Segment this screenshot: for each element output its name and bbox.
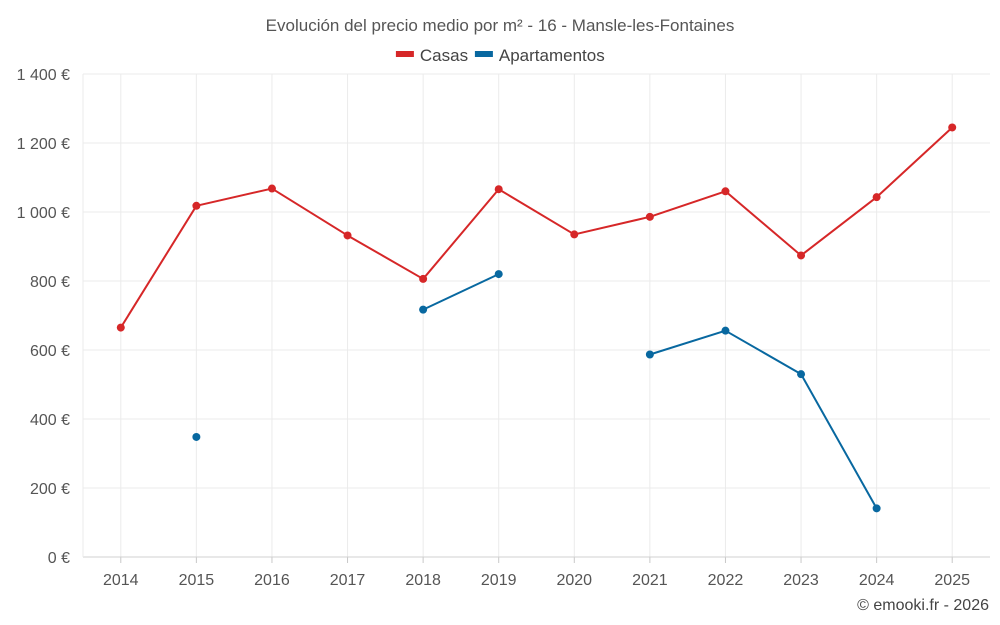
- data-point[interactable]: [948, 123, 957, 132]
- data-point[interactable]: [267, 184, 276, 193]
- grid: [83, 73, 990, 557]
- y-tick-label: 1 200 €: [17, 136, 70, 153]
- data-point[interactable]: [645, 350, 654, 359]
- y-tick-label: 600 €: [30, 343, 70, 360]
- data-point[interactable]: [721, 326, 730, 335]
- data-point[interactable]: [872, 504, 881, 513]
- data-point[interactable]: [797, 251, 806, 260]
- chart-title: Evolución del precio medio por m² - 16 -…: [266, 16, 735, 35]
- axes: 0 € 200 € 400 € 600 € 800 € 1 000 € 1 200 € 1 4…: [17, 67, 990, 589]
- legend-swatch: [474, 51, 493, 57]
- x-tick-label: 2015: [179, 572, 215, 589]
- data-point[interactable]: [192, 432, 201, 441]
- data-point[interactable]: [645, 212, 654, 221]
- data-point[interactable]: [494, 185, 503, 194]
- x-tick-label: 2014: [103, 572, 139, 589]
- x-tick-label: 2024: [859, 572, 895, 589]
- data-point[interactable]: [721, 187, 730, 196]
- x-tick-label: 2021: [632, 572, 668, 589]
- legend-item-apartamentos[interactable]: Apartamentos: [474, 46, 605, 65]
- legend-label: Casas: [420, 46, 468, 65]
- data-point[interactable]: [116, 323, 125, 332]
- series-line: [649, 329, 878, 509]
- data-point[interactable]: [570, 230, 579, 239]
- x-tick-label: 2025: [934, 572, 970, 589]
- x-tick-label: 2016: [254, 572, 290, 589]
- data-point[interactable]: [343, 231, 352, 240]
- legend-label: Apartamentos: [499, 46, 605, 65]
- data-point[interactable]: [192, 201, 201, 210]
- y-tick-label: 1 400 €: [17, 67, 70, 84]
- series-line: [119, 126, 953, 329]
- legend-swatch: [395, 51, 414, 57]
- data-point[interactable]: [797, 370, 806, 379]
- y-tick-label: 1 000 €: [17, 205, 70, 222]
- data-point[interactable]: [872, 193, 881, 202]
- series-apartamentos: [192, 270, 881, 513]
- x-tick-label: 2022: [708, 572, 744, 589]
- credit-text: © emooki.fr - 2026: [857, 597, 989, 614]
- x-tick-label: 2018: [405, 572, 441, 589]
- y-tick-label: 800 €: [30, 274, 70, 291]
- legend: Casas Apartamentos: [395, 46, 605, 65]
- x-tick-label: 2023: [783, 572, 819, 589]
- y-tick-label: 0 €: [48, 550, 70, 567]
- x-tick-label: 2020: [556, 572, 592, 589]
- series-layer: [116, 123, 957, 513]
- y-tick-label: 400 €: [30, 412, 70, 429]
- data-point[interactable]: [419, 274, 428, 283]
- data-point[interactable]: [494, 270, 503, 279]
- y-tick-label: 200 €: [30, 481, 70, 498]
- series-casas: [116, 123, 957, 332]
- data-point[interactable]: [419, 305, 428, 314]
- x-tick-label: 2017: [330, 572, 366, 589]
- series-line: [422, 273, 500, 311]
- legend-item-casas[interactable]: Casas: [395, 46, 468, 65]
- x-tick-label: 2019: [481, 572, 517, 589]
